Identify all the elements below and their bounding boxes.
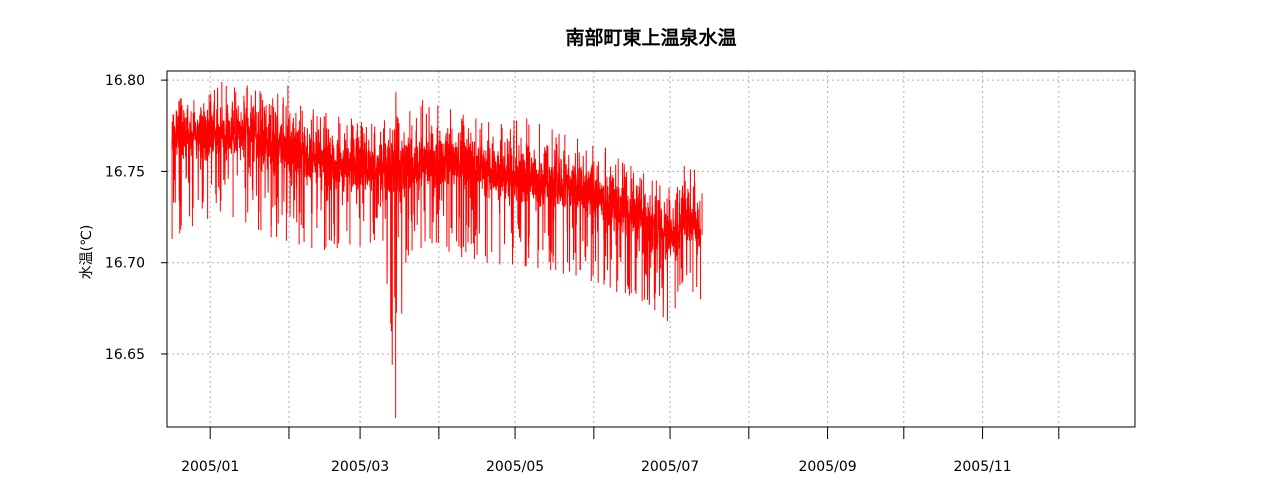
grid xyxy=(167,71,1135,427)
x-tick-label: 2005/03 xyxy=(331,459,389,475)
data-series xyxy=(171,81,703,418)
x-tick-label: 2005/11 xyxy=(953,459,1011,475)
x-tick-label: 2005/05 xyxy=(486,459,544,475)
y-tick-label: 16.75 xyxy=(105,164,145,180)
chart-title: 南部町東上温泉水温 xyxy=(565,26,736,49)
axes: 16.65 16.70 16.75 16.80 2005/01 2005/03 2005/0… xyxy=(105,73,1060,475)
plot-frame xyxy=(166,70,1136,428)
y-tick-label: 16.65 xyxy=(105,347,145,363)
x-tick-label: 2005/09 xyxy=(798,459,856,475)
x-tick-label: 2005/01 xyxy=(181,459,239,475)
y-tick-label: 16.80 xyxy=(105,73,145,89)
y-tick-label: 16.70 xyxy=(105,256,145,272)
y-axis-label: 水温(℃) xyxy=(79,225,95,280)
x-tick-label: 2005/07 xyxy=(641,459,699,475)
